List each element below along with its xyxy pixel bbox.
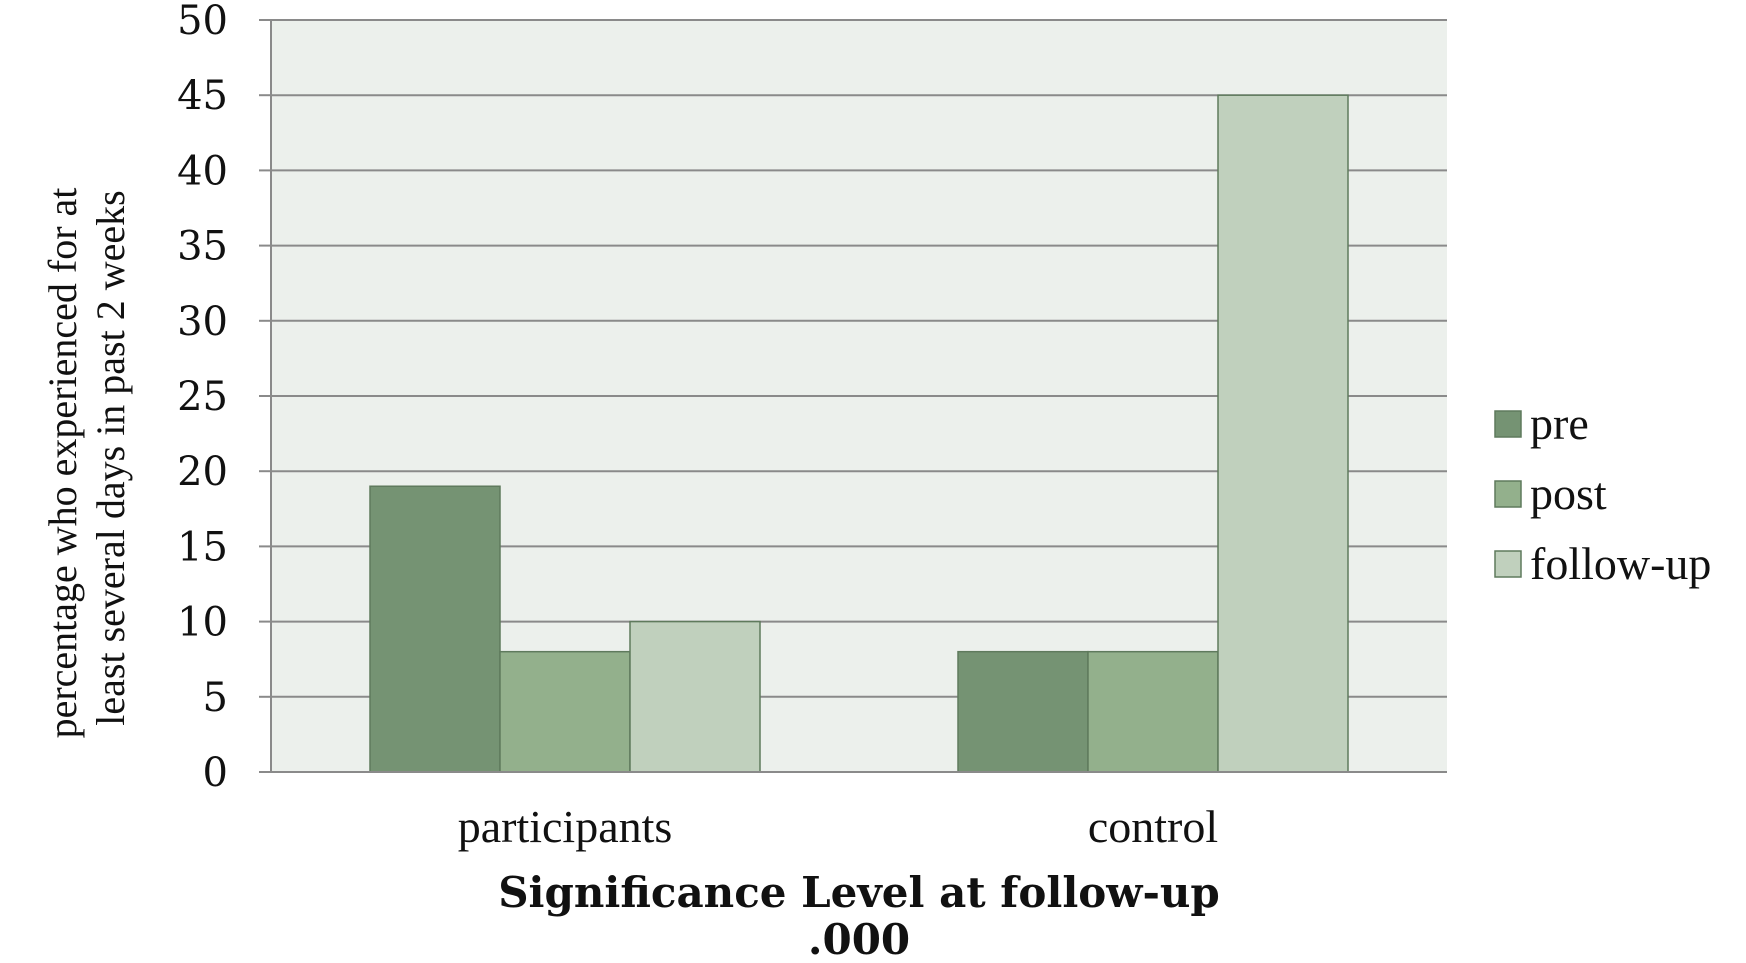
legend-label-pre: pre [1530,398,1589,449]
y-tick-labels: 0 5 10 15 20 25 30 35 40 45 50 [177,0,228,796]
legend-swatch-post [1494,480,1522,508]
y-tick-label: 30 [177,299,228,345]
bar-participants-post [499,650,631,773]
x-axis-title-line-1: Significance Level at follow-up [498,868,1220,917]
x-axis-title-line-2: .000 [808,915,910,963]
y-tick-label: 25 [177,374,228,420]
bar-participants-pre [369,485,501,773]
y-axis-title-line-1: percentage who experienced for at [40,188,85,739]
category-label: participants [458,801,673,852]
legend-swatch-pre [1494,410,1522,438]
legend: pre post follow-up [1494,398,1711,589]
legend-label-post: post [1530,468,1607,519]
y-tick-label: 20 [177,449,228,495]
y-tick-label: 5 [203,675,228,721]
bar-control-pre [957,650,1089,773]
y-tick-label: 15 [177,524,228,570]
bar-control-follow-up [1217,94,1349,773]
bars-layer [271,94,1447,773]
bar-participants-follow-up [629,620,761,773]
y-tick-label: 0 [203,750,228,796]
y-tick-label: 50 [177,0,228,44]
y-tick-label: 35 [177,224,228,270]
category-label: control [1088,801,1218,852]
bar-control-post [1087,650,1219,773]
y-tick-label: 40 [177,148,228,194]
y-tick-label: 45 [177,73,228,119]
legend-label-follow-up: follow-up [1530,538,1711,589]
category-labels: participants control [458,801,1218,852]
y-tick-label: 10 [177,600,228,646]
y-axis-title: percentage who experienced for at least … [40,178,133,739]
legend-swatch-follow-up [1494,550,1522,578]
y-axis-title-line-2: least several days in past 2 weeks [88,190,133,725]
